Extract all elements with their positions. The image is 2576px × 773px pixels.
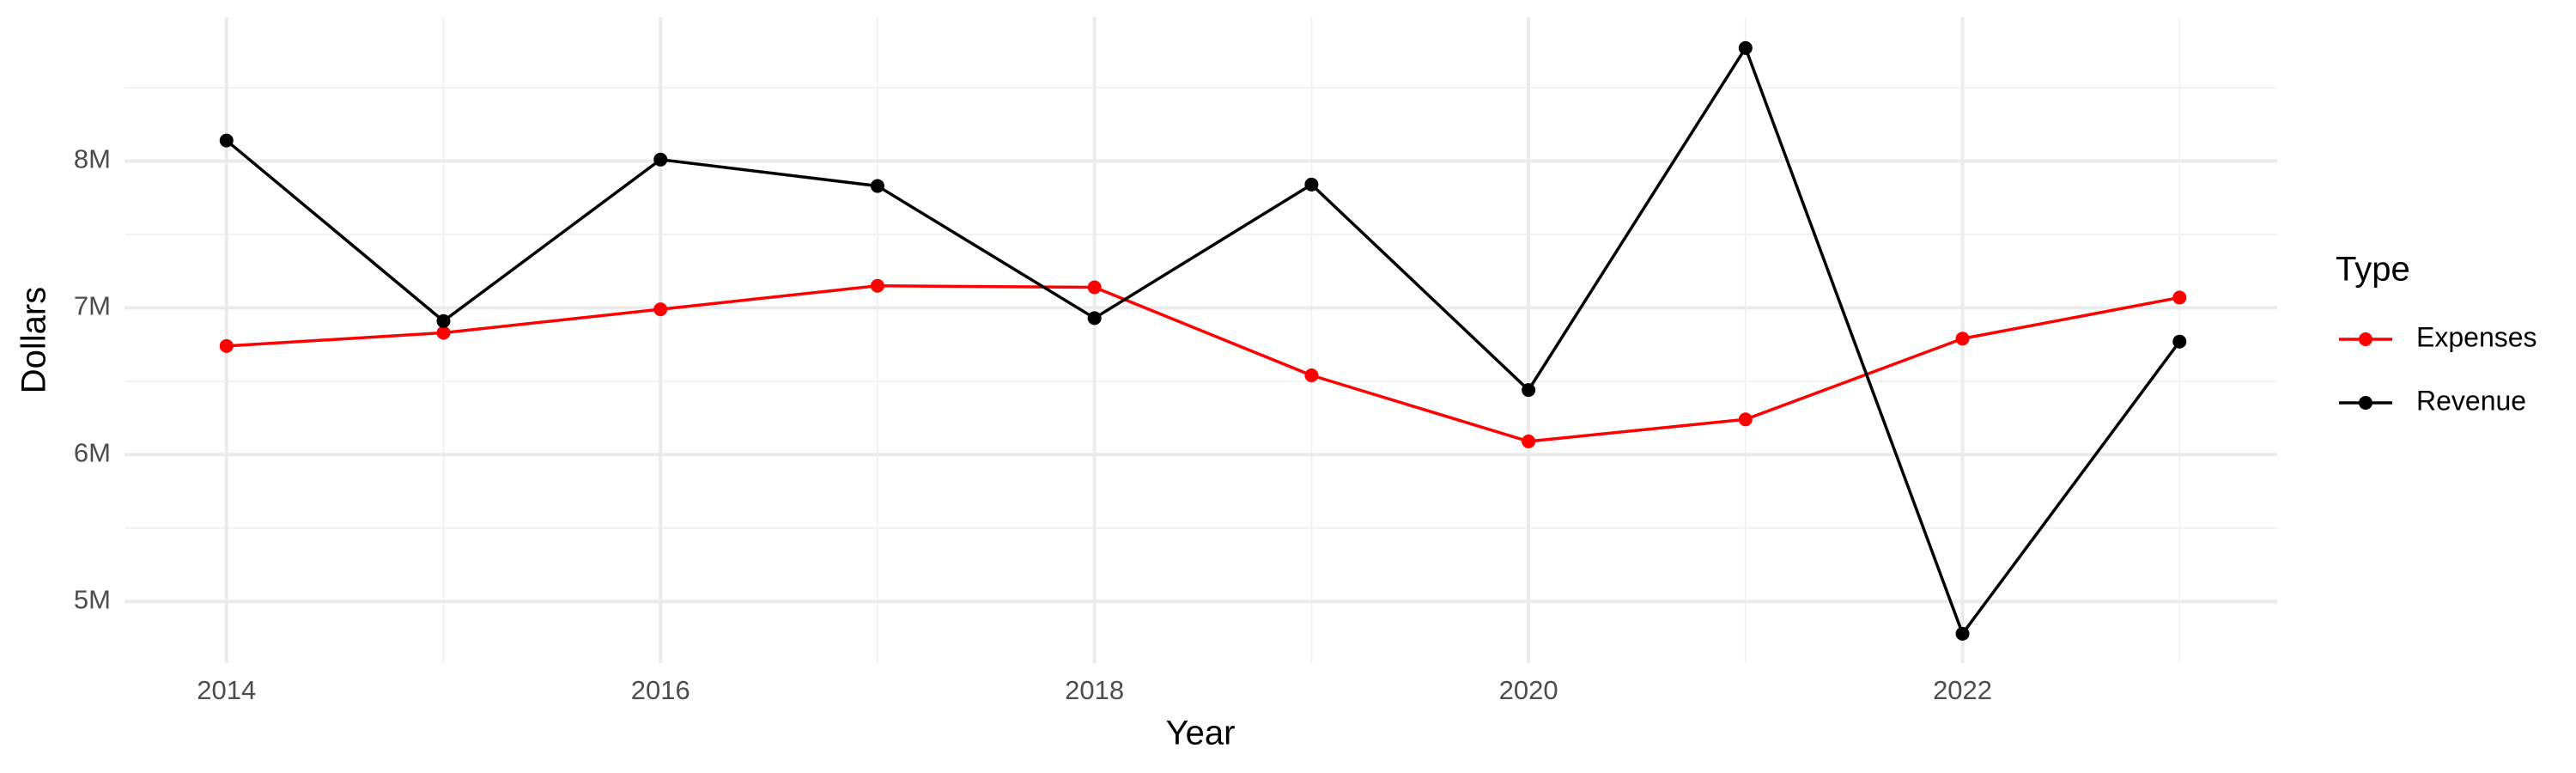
- data-point: [1738, 412, 1753, 427]
- data-point: [1738, 40, 1753, 55]
- y-axis-title: Dollars: [15, 287, 53, 393]
- legend-label: Expenses: [2416, 321, 2537, 352]
- data-point: [1955, 332, 1970, 346]
- data-point: [1304, 177, 1319, 192]
- data-point: [653, 302, 668, 317]
- y-tick-label: 8M: [74, 144, 111, 174]
- data-point: [2172, 334, 2187, 349]
- y-tick-label: 6M: [74, 437, 111, 467]
- x-tick-label: 2014: [197, 675, 256, 705]
- x-tick-label: 2018: [1065, 675, 1124, 705]
- data-point: [1522, 434, 1536, 448]
- data-point: [1522, 383, 1536, 398]
- data-point: [219, 338, 234, 353]
- x-tick-label: 2016: [631, 675, 690, 705]
- y-tick-label: 7M: [74, 291, 111, 321]
- legend-label: Revenue: [2416, 385, 2526, 416]
- data-point: [2172, 290, 2187, 305]
- data-point: [870, 278, 884, 293]
- data-point: [436, 326, 451, 340]
- data-point: [219, 133, 234, 148]
- data-point: [870, 179, 884, 193]
- data-point: [1087, 311, 1102, 326]
- data-point: [1087, 280, 1102, 295]
- x-tick-label: 2022: [1933, 675, 1992, 705]
- legend-point: [2359, 396, 2372, 410]
- legend-point: [2359, 332, 2372, 346]
- x-tick-label: 2020: [1499, 675, 1558, 705]
- data-point: [1304, 368, 1319, 383]
- data-point: [1955, 626, 1970, 641]
- y-tick-label: 5M: [74, 584, 111, 614]
- x-axis-title: Year: [1166, 715, 1236, 752]
- data-point: [653, 152, 668, 167]
- data-point: [436, 313, 451, 328]
- series-line: [225, 44, 2181, 637]
- legend-title: Type: [2336, 251, 2410, 289]
- series-line: [226, 284, 2180, 443]
